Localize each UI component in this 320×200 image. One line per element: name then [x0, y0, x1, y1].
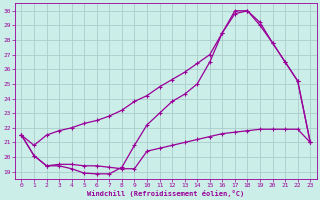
X-axis label: Windchill (Refroidissement éolien,°C): Windchill (Refroidissement éolien,°C) [87, 190, 244, 197]
